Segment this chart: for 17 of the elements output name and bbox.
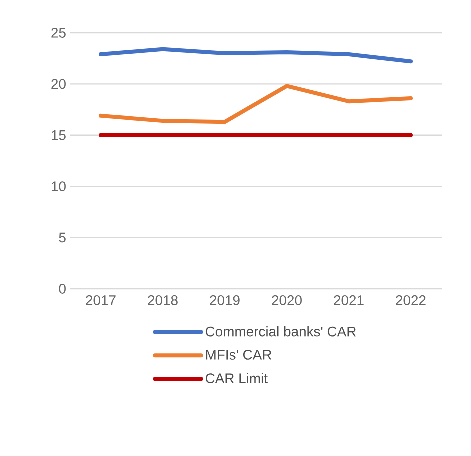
x-tick-label: 2017	[86, 296, 116, 306]
x-tick-label: 2019	[210, 296, 240, 306]
x-tick-label: 2020	[272, 296, 302, 306]
y-tick-label: 25	[52, 28, 66, 38]
y-tick-label: 20	[52, 79, 66, 90]
x-tick-label: 2021	[334, 296, 364, 306]
line-series	[99, 84, 413, 124]
legend-label: CAR Limit	[206, 373, 268, 384]
y-tick-label: 15	[52, 130, 66, 140]
y-tick-label: 0	[59, 284, 66, 294]
y-tick-label: 5	[59, 232, 66, 243]
x-tick-label: 2022	[396, 296, 426, 306]
legend-label: MFIs' CAR	[206, 350, 272, 360]
x-tick-label: 2018	[148, 296, 178, 306]
legend-label: Commercial banks' CAR	[206, 326, 356, 337]
y-tick-label: 10	[52, 182, 66, 192]
line-series	[99, 47, 413, 64]
